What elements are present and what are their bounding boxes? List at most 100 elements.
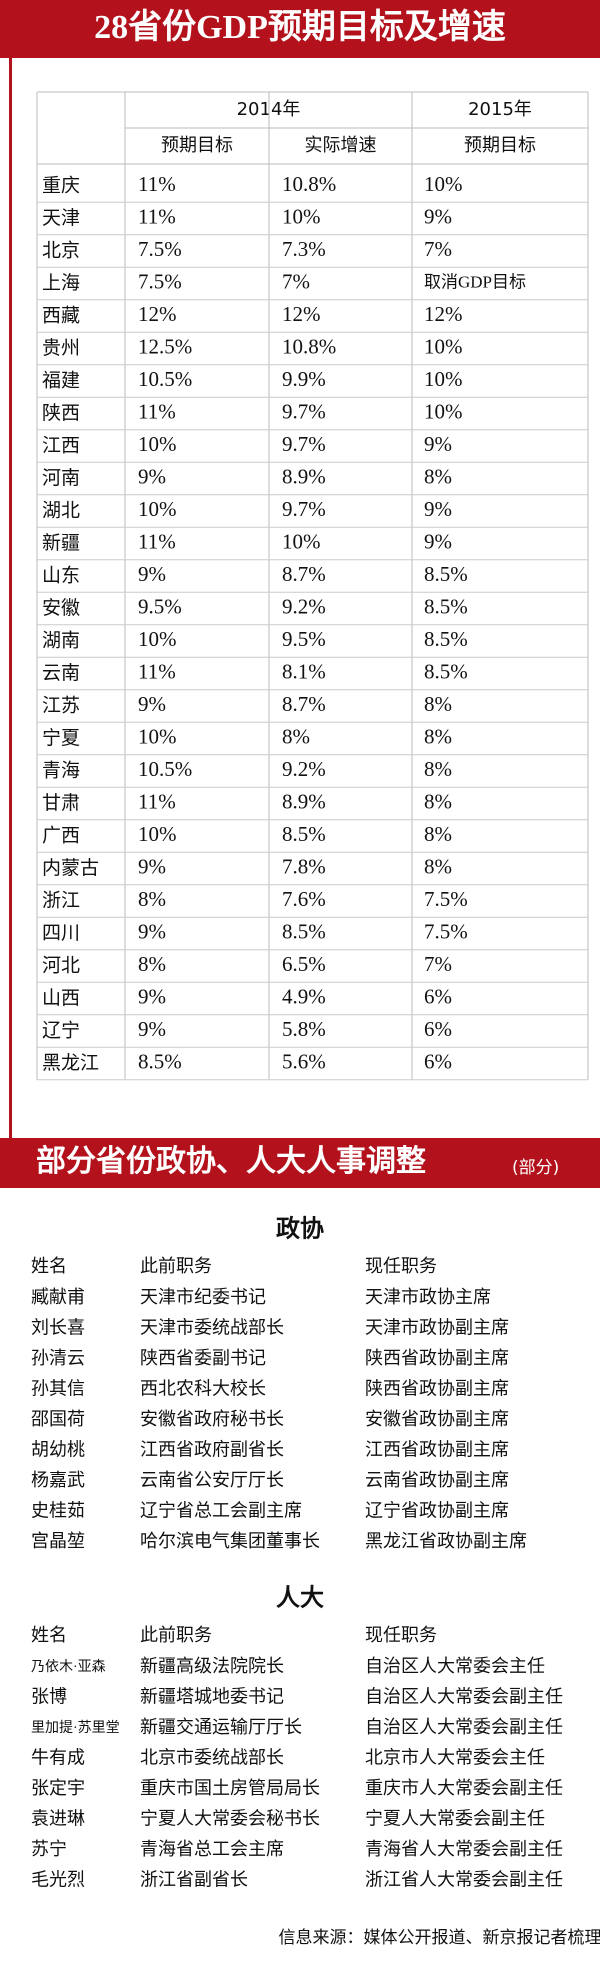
cell-value: 8% (138, 887, 166, 911)
province: 黑龙江 (42, 1052, 99, 1074)
province: 浙江 (42, 890, 80, 912)
cell-value: 9.5% (138, 594, 182, 618)
title-banner (0, 0, 600, 58)
province: 河北 (42, 955, 80, 977)
person-name: 苏宁 (31, 1839, 67, 1859)
position: 宁夏人大常委会秘书长 (140, 1809, 320, 1829)
position: 青海省总工会主席 (140, 1839, 284, 1859)
cell-value: 9% (138, 692, 166, 716)
position: 自治区人大常委会副主任 (365, 1687, 563, 1707)
province: 陕西 (42, 402, 80, 424)
cell-value: 12% (138, 302, 177, 326)
section-banner (0, 1138, 600, 1188)
person-name: 孙清云 (31, 1348, 85, 1368)
cell-value: 8.9% (282, 464, 326, 488)
province: 四川 (42, 922, 80, 944)
person-name: 臧献甫 (31, 1287, 85, 1307)
cell-value: 12% (424, 302, 463, 326)
position: 新疆交通运输厅厅长 (140, 1717, 302, 1737)
cell-value: 7.5% (138, 269, 182, 293)
person-name: 宫晶堃 (31, 1531, 85, 1551)
person-name: 毛光烈 (31, 1870, 85, 1890)
province: 山西 (42, 987, 80, 1009)
cell-value: 7% (424, 952, 452, 976)
cell-value: 8% (424, 854, 452, 878)
person-name: 邵国荷 (31, 1409, 85, 1429)
cell-value: 8% (282, 724, 310, 748)
province: 湖南 (42, 630, 80, 652)
column-header: 此前职务 (140, 1256, 212, 1277)
cell-value: 10% (138, 724, 177, 748)
position: 重庆市人大常委会副主任 (365, 1778, 563, 1798)
position: 自治区人大常委会副主任 (365, 1717, 563, 1737)
cell-value: 11% (138, 172, 176, 196)
cell-value: 10% (424, 172, 463, 196)
position: 天津市纪委书记 (140, 1287, 266, 1307)
province: 北京 (42, 240, 80, 262)
province: 青海 (42, 760, 80, 782)
cell-value: 11% (138, 789, 176, 813)
province: 内蒙古 (42, 857, 99, 879)
year-header: 2015年 (468, 99, 532, 120)
position: 新疆高级法院院长 (140, 1656, 284, 1676)
cell-value: 8.5% (282, 919, 326, 943)
cell-value: 10.5% (138, 757, 192, 781)
cell-value: 10% (282, 529, 321, 553)
province: 天津 (42, 207, 80, 229)
column-header: 姓名 (31, 1256, 67, 1277)
person-name: 胡幼桃 (31, 1440, 85, 1460)
position: 江西省政协副主席 (365, 1440, 509, 1460)
cell-value: 8.7% (282, 692, 326, 716)
person-name: 张定宇 (31, 1778, 85, 1798)
cell-value: 8.9% (282, 789, 326, 813)
cell-value: 10% (282, 204, 321, 228)
province: 重庆 (42, 175, 80, 197)
cell-value: 8.5% (424, 562, 468, 586)
cell-value: 7.3% (282, 237, 326, 261)
column-header: 现任职务 (365, 1256, 437, 1277)
position: 浙江省人大常委会副主任 (365, 1870, 563, 1890)
cell-value: 取消GDP目标 (424, 272, 526, 291)
cell-value: 10% (424, 334, 463, 358)
position: 陕西省政协副主席 (365, 1348, 509, 1368)
province: 福建 (42, 370, 80, 392)
cell-value: 11% (138, 204, 176, 228)
cell-value: 11% (138, 399, 176, 423)
cell-value: 10% (138, 627, 177, 651)
cell-value: 8.5% (424, 659, 468, 683)
cell-value: 8% (424, 822, 452, 846)
cell-value: 6% (424, 1017, 452, 1041)
position: 西北农科大校长 (140, 1379, 266, 1399)
position: 宁夏人大常委会副主任 (365, 1809, 545, 1829)
cell-value: 9% (138, 854, 166, 878)
person-name: 史桂茹 (31, 1501, 85, 1521)
cell-value: 8% (424, 757, 452, 781)
position: 北京市委统战部长 (140, 1748, 284, 1768)
cell-value: 8% (424, 789, 452, 813)
position: 重庆市国土房管局局长 (140, 1778, 320, 1798)
cell-value: 7% (424, 237, 452, 261)
person-name: 袁进琳 (31, 1809, 85, 1829)
cell-value: 8% (424, 692, 452, 716)
cell-value: 9% (138, 562, 166, 586)
cell-value: 5.6% (282, 1049, 326, 1073)
cell-value: 7.5% (138, 237, 182, 261)
cell-value: 8% (138, 952, 166, 976)
cell-value: 4.9% (282, 984, 326, 1008)
province: 贵州 (42, 337, 80, 359)
cell-value: 8.5% (138, 1049, 182, 1073)
person-name: 孙其信 (31, 1379, 85, 1399)
column-header: 实际增速 (305, 135, 377, 156)
province: 西藏 (42, 305, 80, 327)
cell-value: 9.7% (282, 432, 326, 456)
cell-value: 9.2% (282, 757, 326, 781)
cell-value: 9% (424, 204, 452, 228)
position: 云南省公安厅厅长 (140, 1470, 284, 1490)
page-title: 28省份GDP预期目标及增速 (94, 8, 506, 46)
cell-value: 9.7% (282, 399, 326, 423)
position: 新疆塔城地委书记 (140, 1687, 284, 1707)
section-title: 部分省份政协、人大人事调整 (36, 1144, 426, 1178)
cell-value: 7.6% (282, 887, 326, 911)
position: 陕西省政协副主席 (365, 1379, 509, 1399)
